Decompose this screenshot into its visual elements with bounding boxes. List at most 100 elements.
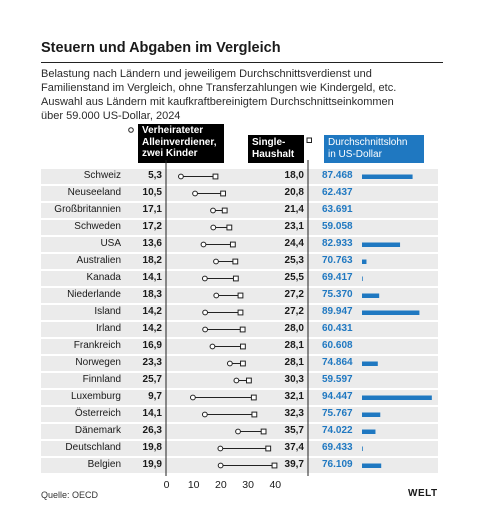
wage-bar <box>362 259 367 264</box>
married-point <box>202 326 209 333</box>
wage-value-label: 60.431 <box>322 323 353 334</box>
country-label: Schweiz <box>83 170 121 181</box>
married-value-label: 10,5 <box>142 187 162 198</box>
row-background <box>41 271 438 286</box>
subtitle-line: Belastung nach Ländern und jeweiligem Du… <box>41 68 372 80</box>
chart-subtitle: Belastung nach Ländern und jeweiligem Du… <box>41 67 446 123</box>
country-label: Australien <box>76 255 121 266</box>
country-label: Schweden <box>74 221 121 232</box>
married-point <box>210 224 217 231</box>
row-background <box>41 203 438 218</box>
married-value-label: 19,8 <box>142 442 162 453</box>
x-tick-label: 40 <box>269 479 282 491</box>
single-header: Single- Haushalt <box>248 135 304 163</box>
single-point <box>237 309 244 316</box>
title-rule <box>41 62 443 63</box>
married-value-label: 13,6 <box>142 238 162 249</box>
married-header: Verheirateter Alleinverdiener, zwei Kind… <box>138 124 224 163</box>
married-point <box>217 445 224 452</box>
country-label: Großbritannien <box>54 204 121 215</box>
single-value-label: 30,3 <box>284 374 304 385</box>
country-label: Norwegen <box>75 357 121 368</box>
wage-value-label: 62.437 <box>322 187 353 198</box>
legend-circle-marker <box>128 127 134 133</box>
row-background <box>41 169 438 184</box>
row-background <box>41 220 438 235</box>
married-point <box>226 360 233 367</box>
x-tick-label: 0 <box>163 479 170 491</box>
single-value-label: 24,4 <box>284 238 304 249</box>
married-value-label: 14,1 <box>142 272 162 283</box>
wage-bar <box>362 310 420 315</box>
single-value-label: 28,1 <box>284 357 304 368</box>
married-value-label: 16,9 <box>142 340 162 351</box>
single-point <box>229 241 236 248</box>
single-header-line: Single- <box>252 137 286 148</box>
married-point <box>233 377 240 384</box>
single-point <box>271 462 278 469</box>
single-header-line: Haushalt <box>252 148 295 160</box>
single-value-label: 27,2 <box>284 289 304 300</box>
wage-bar <box>362 412 381 417</box>
wage-value-label: 74.022 <box>322 425 353 436</box>
wage-value-label: 60.608 <box>322 340 353 351</box>
married-value-label: 26,3 <box>142 425 162 436</box>
wage-value-label: 69.417 <box>322 272 353 283</box>
single-point <box>212 173 219 180</box>
married-value-label: 17,2 <box>142 221 162 232</box>
single-point <box>246 377 252 384</box>
single-value-label: 25,5 <box>284 272 304 283</box>
country-label: Frankreich <box>73 340 121 351</box>
source-note: Quelle: OECD <box>41 490 99 500</box>
married-point <box>201 275 208 282</box>
wage-bar <box>362 446 363 451</box>
married-value-label: 17,1 <box>142 204 162 215</box>
married-point <box>201 411 208 418</box>
single-point <box>251 411 258 418</box>
single-point <box>220 190 226 197</box>
wage-value-label: 82.933 <box>322 238 353 249</box>
married-header-line: Verheirateter <box>142 125 204 136</box>
wage-value-label: 89.947 <box>322 306 353 317</box>
country-label: Deutschland <box>65 442 121 453</box>
single-value-label: 21,4 <box>284 204 304 215</box>
married-point <box>178 173 184 180</box>
married-value-label: 18,2 <box>142 255 162 266</box>
single-value-label: 35,7 <box>284 425 304 436</box>
married-point <box>210 207 216 214</box>
country-label: Dänemark <box>74 425 121 436</box>
country-label: Niederlande <box>67 289 121 300</box>
country-label: Luxemburg <box>70 391 121 402</box>
married-point <box>189 394 196 401</box>
wage-value-label: 87.468 <box>322 170 353 181</box>
wage-bar <box>362 174 413 179</box>
x-tick-label: 10 <box>187 479 200 491</box>
single-point <box>221 207 228 214</box>
married-value-label: 25,7 <box>142 374 162 385</box>
country-label: Kanada <box>86 272 121 283</box>
married-point <box>192 190 198 197</box>
married-value-label: 14,1 <box>142 408 162 419</box>
married-point <box>202 309 209 316</box>
single-point <box>226 224 233 231</box>
wage-header-line: in US-Dollar <box>328 148 382 160</box>
married-point <box>217 462 224 469</box>
married-point <box>200 241 207 248</box>
single-value-label: 28,1 <box>284 340 304 351</box>
chart-title: Steuern und Abgaben im Vergleich <box>41 40 281 56</box>
x-tick-label: 30 <box>242 479 254 491</box>
single-value-label: 28,0 <box>284 323 304 334</box>
country-label: Finnland <box>82 374 121 385</box>
married-value-label: 19,9 <box>142 459 162 470</box>
single-value-label: 37,4 <box>284 442 304 453</box>
wage-bar <box>362 463 382 468</box>
country-label: Österreich <box>74 408 121 419</box>
married-point <box>235 428 241 435</box>
single-value-label: 25,3 <box>284 255 304 266</box>
single-value-label: 39,7 <box>284 459 304 470</box>
single-value-label: 32,3 <box>284 408 304 419</box>
wage-bar <box>362 242 401 247</box>
married-value-label: 14,2 <box>142 306 162 317</box>
married-value-label: 23,3 <box>142 357 162 368</box>
